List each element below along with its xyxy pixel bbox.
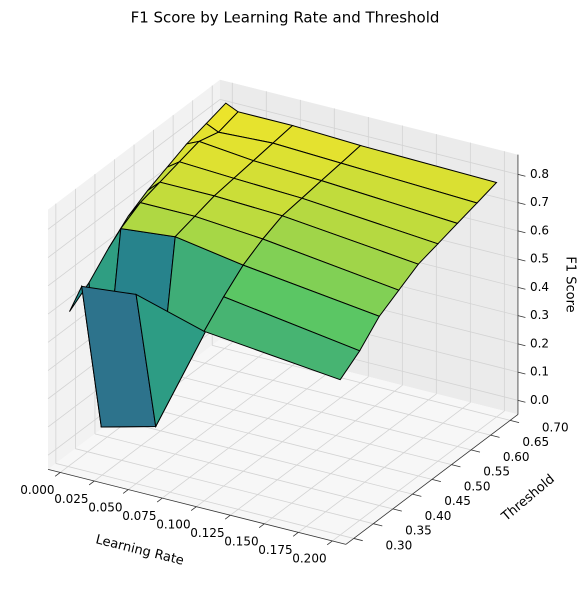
tick-mark bbox=[392, 508, 402, 512]
z-tick-label: 0.1 bbox=[530, 365, 549, 379]
tick-mark bbox=[517, 174, 526, 177]
grid-line bbox=[47, 99, 221, 230]
grid-line bbox=[114, 418, 413, 495]
tick-mark bbox=[88, 480, 95, 486]
tick-mark bbox=[373, 523, 383, 527]
z-tick-label: 0.4 bbox=[530, 280, 549, 294]
grid-line bbox=[153, 389, 452, 466]
tick-mark bbox=[451, 464, 461, 468]
z-axis-label: F1 Score bbox=[563, 256, 578, 312]
tick-mark bbox=[292, 532, 299, 537]
z-tick-label: 0.6 bbox=[530, 223, 549, 237]
x-tick-label: 0.100 bbox=[156, 517, 190, 531]
grid-line bbox=[133, 404, 433, 480]
grid-line bbox=[55, 463, 354, 539]
x-tick-label: 0.000 bbox=[20, 483, 54, 497]
tick-mark bbox=[326, 540, 333, 546]
x-tick-label: 0.025 bbox=[54, 492, 88, 506]
tick-mark bbox=[490, 434, 500, 438]
z-tick-label: 0.7 bbox=[530, 195, 549, 209]
tick-mark bbox=[510, 419, 520, 423]
tick-mark bbox=[431, 479, 441, 483]
x-tick-label: 0.200 bbox=[292, 552, 326, 566]
x-tick-label: 0.175 bbox=[258, 543, 292, 557]
y-tick-label: 0.30 bbox=[386, 538, 413, 552]
tick-mark bbox=[517, 258, 526, 262]
tick-mark bbox=[54, 472, 61, 477]
tick-mark bbox=[517, 286, 526, 290]
grid-line bbox=[219, 99, 519, 175]
tick-mark bbox=[258, 523, 265, 529]
surface-patch bbox=[203, 296, 361, 381]
y-tick-label: 0.35 bbox=[405, 524, 432, 538]
tick-mark bbox=[517, 343, 526, 347]
x-tick-label: 0.050 bbox=[88, 500, 122, 514]
y-tick-label: 0.55 bbox=[483, 465, 510, 479]
z-tick-label: 0.8 bbox=[530, 167, 549, 181]
tick-mark bbox=[353, 538, 363, 542]
tick-mark bbox=[470, 449, 481, 453]
grid-line bbox=[212, 344, 511, 421]
x-axis-label: Learning Rate bbox=[94, 532, 185, 568]
z-tick-label: 0.2 bbox=[530, 336, 549, 350]
tick-mark bbox=[517, 202, 526, 205]
y-tick-label: 0.45 bbox=[444, 494, 471, 508]
tick-mark bbox=[517, 315, 526, 318]
grid-line bbox=[75, 448, 374, 525]
grid-line bbox=[192, 359, 491, 436]
tick-mark bbox=[122, 489, 129, 494]
tick-mark bbox=[517, 371, 526, 375]
x-tick-label: 0.125 bbox=[190, 526, 224, 540]
grid-line bbox=[94, 433, 393, 510]
tick-mark bbox=[517, 399, 526, 403]
tick-mark bbox=[224, 514, 231, 520]
y-tick-label: 0.50 bbox=[464, 479, 491, 493]
tick-mark bbox=[190, 506, 197, 511]
z-tick-label: 0.3 bbox=[530, 308, 549, 322]
tick-mark bbox=[156, 497, 163, 503]
y-tick-label: 0.70 bbox=[542, 420, 569, 434]
z-tick-label: 0.0 bbox=[530, 393, 549, 407]
y-tick-label: 0.40 bbox=[425, 509, 452, 523]
chart-title: F1 Score by Learning Rate and Threshold bbox=[131, 9, 440, 27]
x-tick-label: 0.150 bbox=[224, 535, 258, 549]
axis-line bbox=[47, 468, 347, 545]
z-tick-label: 0.5 bbox=[530, 252, 549, 266]
axis-line bbox=[345, 414, 519, 545]
tick-mark bbox=[517, 230, 526, 234]
y-tick-label: 0.60 bbox=[503, 450, 530, 464]
grid-line bbox=[173, 374, 472, 451]
tick-mark bbox=[412, 493, 422, 497]
y-tick-label: 0.65 bbox=[522, 435, 549, 449]
x-tick-label: 0.075 bbox=[122, 509, 156, 523]
y-axis-label: Threshold bbox=[498, 472, 557, 525]
